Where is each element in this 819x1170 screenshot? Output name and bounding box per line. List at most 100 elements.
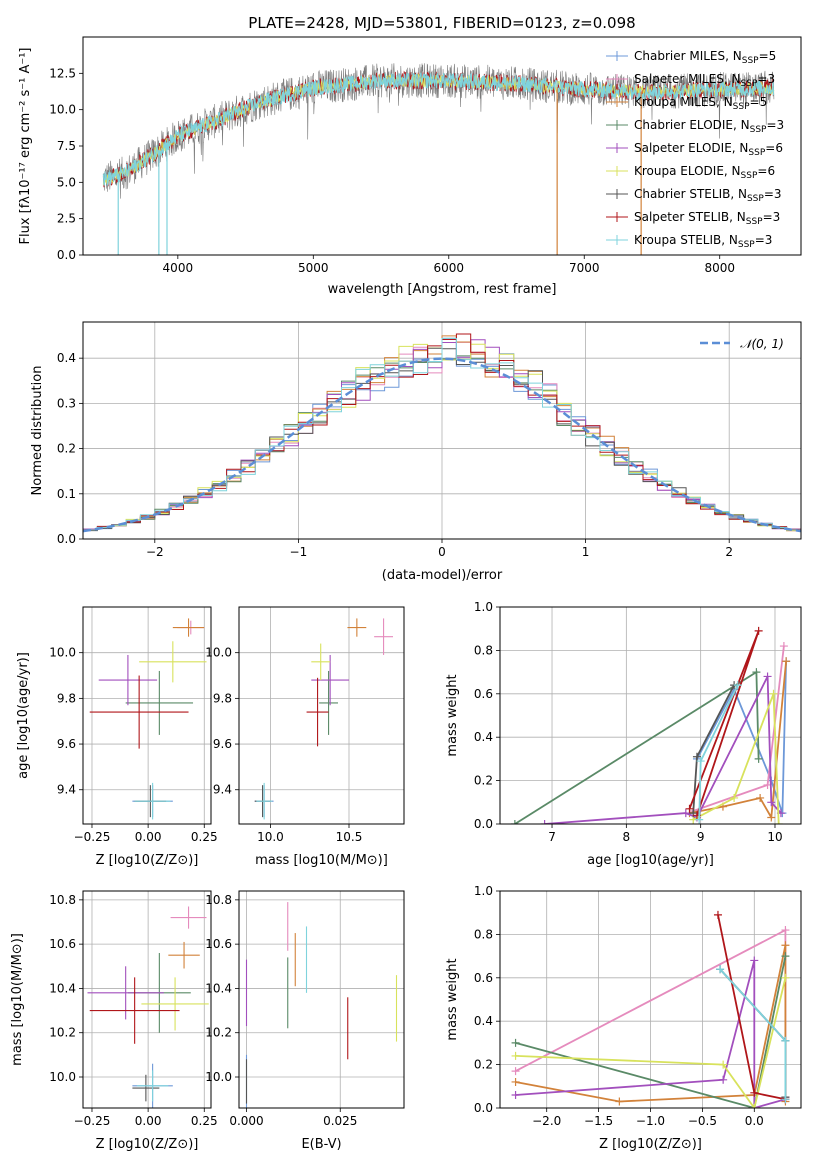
weight-marker: [754, 626, 763, 635]
residuals-xtick-label: 2: [725, 545, 733, 559]
weight_vs_age-xlabel: age [log10(age/yr)]: [587, 853, 714, 868]
weight-marker: [767, 798, 776, 807]
age_vs_mass-xlabel: mass [log10(M/M⊙)]: [255, 853, 388, 868]
weight-marker: [781, 952, 790, 961]
spectrum-xtick-label: 7000: [569, 261, 600, 275]
weight-line: [515, 977, 787, 1108]
age_vs_Z-ytick-label: 9.8: [57, 691, 76, 705]
age_vs_Z-ytick-label: 9.4: [57, 783, 76, 797]
weight_vs_age-plot-area: [500, 607, 801, 824]
residuals-plot-area: [83, 322, 801, 539]
weight-marker: [733, 681, 742, 690]
weight-marker: [719, 1060, 728, 1069]
weight_vs_Z-frame: [499, 890, 802, 1109]
legend-label: Salpeter ELODIE, NSSP=6: [634, 141, 783, 158]
mass_vs_Z-plot-area: [83, 891, 211, 1108]
residuals-xtick-label: −1: [290, 545, 308, 559]
weight_vs_Z-plot-area: [500, 891, 801, 1108]
weight_vs_Z-ytick-label: 0.6: [474, 971, 493, 985]
spectrum-frame: [82, 36, 802, 256]
weight-marker: [692, 752, 701, 761]
spectrum-title: PLATE=2428, MJD=53801, FIBERID=0123, z=0…: [248, 14, 635, 32]
weight-marker: [750, 1088, 759, 1097]
weight_vs_Z-panel: −2.0 −1.5 −1.0 −0.5 0.0 0.0 0.2 0.4 0.6 0.8 1.0 Z […: [445, 884, 802, 1152]
residuals-xlabel: (data-model)/error: [382, 568, 503, 583]
legend-label: 𝒩(0, 1): [740, 337, 784, 351]
mass_vs_EBV-xlabel: E(B-V): [301, 1137, 341, 1152]
weight_vs_Z-xtick-label: −1.5: [584, 1114, 613, 1128]
weight-marker: [774, 820, 783, 824]
age_vs_mass-ytick-label: 10.0: [205, 646, 232, 660]
weight-marker: [781, 941, 790, 950]
mass_vs_Z-xtick-label: −0.25: [74, 1114, 111, 1128]
weight_vs_age-xtick-label: 9: [697, 830, 705, 844]
weight-marker: [754, 754, 763, 763]
weight_vs_Z-ytick-label: 0.8: [474, 927, 493, 941]
weight-marker: [719, 1075, 728, 1084]
weight-marker: [511, 1051, 520, 1060]
mass_vs_Z-ylabel: mass [log10(M/M⊙)]: [10, 933, 25, 1066]
spectrum-ylabel: Flux [fλ10⁻¹⁷ erg cm⁻² s⁻¹ A⁻¹]: [18, 48, 33, 245]
weight_vs_age-ytick-label: 0.8: [474, 643, 493, 657]
legend-label: Chabrier ELODIE, NSSP=3: [634, 118, 784, 135]
weight_vs_Z-ytick-label: 0.2: [474, 1058, 493, 1072]
weight_vs_age-ytick-label: 0.2: [474, 774, 493, 788]
residuals-xtick-label: 1: [582, 545, 590, 559]
spectrum-ytick-label: 5.0: [57, 175, 76, 189]
spectrum-ytick-label: 10.0: [49, 103, 76, 117]
weight-marker: [696, 757, 705, 766]
weight_vs_age-xtick-label: 10: [767, 830, 782, 844]
mass_vs_Z-ytick-label: 10.8: [49, 893, 76, 907]
weight_vs_age-ytick-label: 0.6: [474, 687, 493, 701]
spectrum-ytick-label: 7.5: [57, 139, 76, 153]
age_vs_Z-ylabel: age [log10(age/yr)]: [16, 652, 31, 779]
mass_vs_Z-frame: [82, 890, 212, 1109]
weight-marker: [695, 815, 704, 824]
weight_vs_age-ylabel: mass weight: [445, 674, 460, 756]
spectrum-ytick-label: 2.5: [57, 212, 76, 226]
age_vs_Z-ytick-label: 10.0: [49, 646, 76, 660]
age_vs_Z-ytick-label: 9.6: [57, 737, 76, 751]
mass_vs_Z-ytick-label: 10.6: [49, 937, 76, 951]
mass_vs_EBV-frame: [238, 890, 405, 1109]
age_vs_mass-frame: [238, 606, 405, 825]
age_vs_mass-ytick-label: 9.8: [213, 691, 232, 705]
legend-label: Kroupa ELODIE, NSSP=6: [634, 164, 775, 181]
age_vs_mass-ytick-label: 9.4: [213, 783, 232, 797]
residuals-ylabel: Normed distribution: [30, 366, 45, 496]
weight_vs_Z-ytick-label: 0.0: [474, 1101, 493, 1115]
weight-marker: [782, 657, 791, 666]
weight-marker: [716, 965, 725, 974]
mass_vs_Z-xlabel: Z [log10(Z/Z⊙)]: [96, 1137, 199, 1152]
weight-marker: [752, 668, 761, 677]
legend-label: Chabrier STELIB, NSSP=3: [634, 187, 782, 204]
weight-line: [515, 955, 787, 1108]
mass_vs_Z-ytick-label: 10.0: [49, 1070, 76, 1084]
weight-marker: [681, 809, 690, 818]
age_vs_mass-xtick-label: 10.0: [257, 830, 284, 844]
weight-marker: [781, 973, 790, 982]
weight_vs_Z-ylabel: mass weight: [445, 958, 460, 1040]
mass_vs_Z-xtick-label: 0.00: [135, 1114, 162, 1128]
spectrum-xtick-label: 8000: [704, 261, 735, 275]
weight-marker: [756, 793, 765, 802]
weight_vs_age-xtick-label: 7: [548, 830, 556, 844]
weight_vs_age-ytick-label: 1.0: [474, 600, 493, 614]
mass_vs_EBV-panel: 0.000 0.025 10.0 10.2 10.4 10.6 10.8 E(B-V): [205, 890, 405, 1152]
residuals-xtick-label: 0: [438, 545, 446, 559]
residuals-panel: −2 −1 0 1 2 0.0 0.1 0.2 0.3 0.4 (data-model)/error…: [30, 321, 802, 583]
mass_vs_Z-panel: −0.25 0.00 0.25 10.0 10.2 10.4 10.6 10.8 Z [log1…: [10, 890, 218, 1152]
weight_vs_Z-xtick-label: −0.5: [688, 1114, 717, 1128]
weight_vs_age-frame: [499, 606, 802, 825]
weight_vs_Z-xtick-label: −1.0: [636, 1114, 665, 1128]
weight_vs_Z-xlabel: Z [log10(Z/Z⊙)]: [599, 1137, 702, 1152]
model-spectrum-kroupa-stelib: [102, 72, 775, 186]
residuals-ytick-label: 0.4: [57, 351, 76, 365]
weight-marker: [615, 1097, 624, 1106]
residuals-ytick-label: 0.0: [57, 532, 76, 546]
spectrum-panel: 4000 5000 6000 7000 8000 0.0 2.5 5.0 7.5 10.0 12.5…: [18, 14, 802, 297]
residuals-frame: [82, 321, 802, 540]
weight-marker: [713, 910, 722, 919]
weight-marker: [781, 1036, 790, 1045]
